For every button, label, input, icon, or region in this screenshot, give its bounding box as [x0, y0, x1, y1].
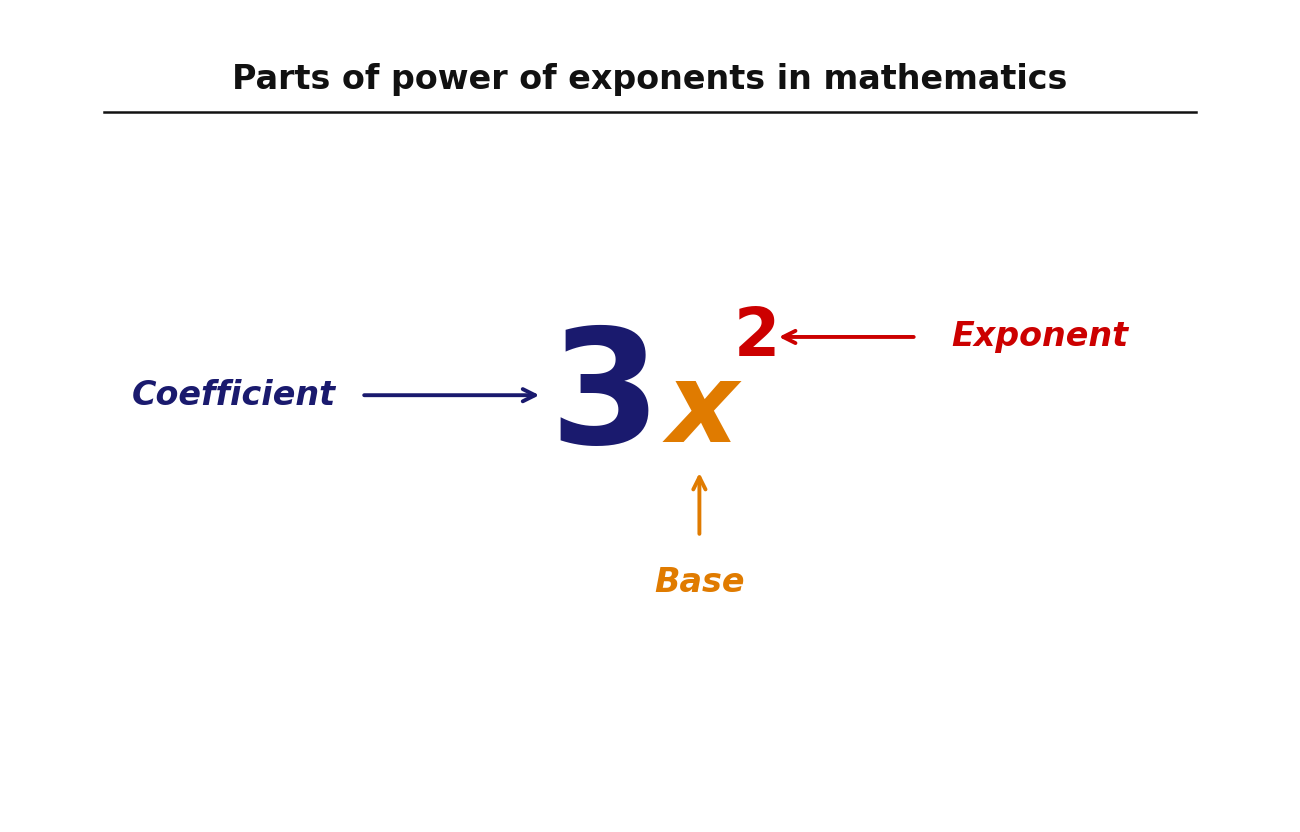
Text: x: x — [666, 359, 738, 465]
Text: Base: Base — [654, 566, 745, 599]
Text: 2: 2 — [733, 304, 780, 370]
Text: 3: 3 — [549, 322, 660, 477]
Text: www.alamy.com: www.alamy.com — [1196, 805, 1291, 815]
Text: alamy: alamy — [32, 783, 113, 806]
Text: Parts of power of exponents in mathematics: Parts of power of exponents in mathemati… — [233, 62, 1067, 96]
Text: Image ID: 2WMKJP4: Image ID: 2WMKJP4 — [1196, 780, 1297, 790]
Text: Coefficient: Coefficient — [131, 379, 337, 412]
Text: Exponent: Exponent — [952, 320, 1128, 354]
